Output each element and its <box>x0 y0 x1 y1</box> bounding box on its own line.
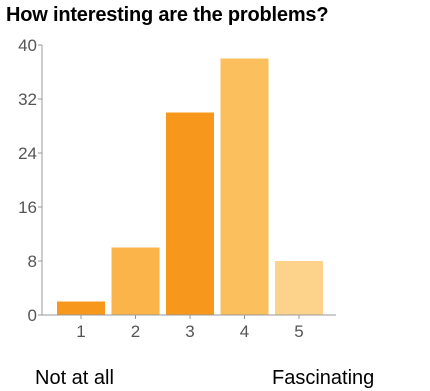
bar-1 <box>57 301 105 315</box>
x-tick-label: 2 <box>131 322 140 341</box>
x-tick-label: 1 <box>76 322 85 341</box>
y-tick-label: 24 <box>18 144 37 163</box>
x-axis-ticks: 1 2 3 4 5 <box>76 315 304 341</box>
x-tick-label: 5 <box>294 322 303 341</box>
scale-high-label: Fascinating <box>272 367 375 389</box>
scale-low-label: Not at all <box>35 367 114 389</box>
bar-4 <box>220 58 269 315</box>
y-tick-label: 40 <box>18 36 37 55</box>
x-tick-label: 4 <box>240 322 249 341</box>
bar-5 <box>275 261 323 315</box>
y-tick-label: 32 <box>18 90 37 109</box>
bars <box>57 58 323 315</box>
y-tick-label: 0 <box>28 306 37 325</box>
chart-title: How interesting are the problems? <box>6 4 329 26</box>
bar-3 <box>166 112 214 315</box>
y-axis-ticks: 0 8 16 24 32 40 <box>18 36 42 325</box>
bar-2 <box>111 247 160 315</box>
x-tick-label: 3 <box>185 322 194 341</box>
y-tick-label: 16 <box>18 198 37 217</box>
y-tick-label: 8 <box>28 252 37 271</box>
